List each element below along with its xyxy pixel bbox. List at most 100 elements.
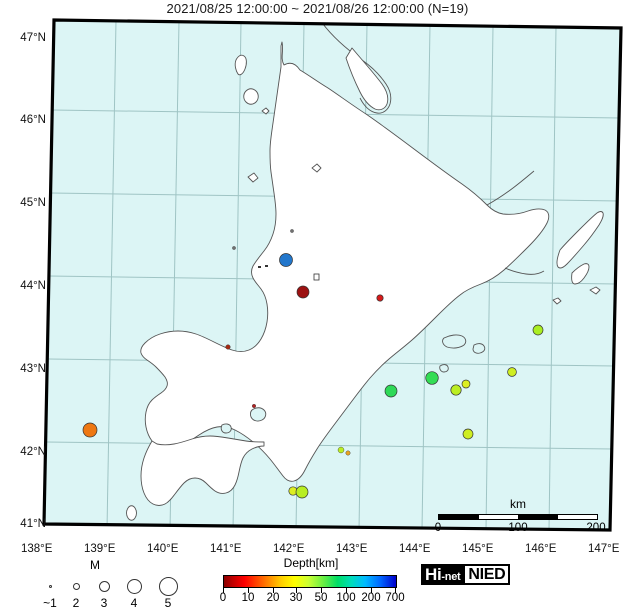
scale-label-200: 200: [586, 522, 606, 534]
depth-tick: [346, 588, 347, 593]
lake-toya: [249, 407, 267, 422]
depth-label: 30: [289, 592, 303, 604]
epicenter-marker[interactable]: [279, 253, 293, 267]
okushiri-island: [126, 505, 137, 521]
kunashiri-island: [556, 211, 604, 269]
map-symbols: [258, 265, 320, 281]
coastlines: [126, 20, 604, 521]
magnitude-label: 2: [72, 596, 80, 610]
depth-legend: Depth[km] 0 10 20 30 50 100 200 700: [216, 556, 406, 610]
lon-label-144e: 144°E: [399, 543, 431, 555]
depth-tick: [296, 588, 297, 593]
legend-row: M ~1 2 3 4 5 Depth[km] 0 10 20 30 50 100 200 700 Hi…: [0, 556, 635, 610]
okhotsk-islet-a: [311, 163, 322, 173]
logo-net-text: -net: [441, 571, 461, 583]
epicenter-marker[interactable]: [376, 294, 384, 302]
depth-tick: [321, 588, 322, 593]
lat-label-44n: 44°N: [20, 280, 46, 292]
logo-nied-text: NIED: [465, 566, 509, 583]
magnitude-symbol: [72, 582, 80, 590]
epicenter-marker[interactable]: [425, 371, 439, 385]
epicenter-markers[interactable]: [82, 229, 544, 499]
lon-label-147e: 147°E: [588, 543, 620, 555]
epicenter-marker[interactable]: [462, 428, 474, 440]
depth-tick: [395, 588, 396, 593]
kunashiri-island-south: [571, 263, 590, 285]
lon-label-143e: 143°E: [336, 543, 368, 555]
depth-tick: [248, 588, 249, 593]
magnitude-label: 4: [130, 596, 138, 610]
depth-tick-marks: [223, 588, 399, 593]
lat-label-41n: 41°N: [20, 518, 46, 530]
lon-label-145e: 145°E: [462, 543, 494, 555]
depth-label: 200: [361, 592, 381, 604]
rebun-island: [234, 54, 247, 76]
lon-label-141e: 141°E: [210, 543, 242, 555]
epicenter-marker[interactable]: [232, 246, 236, 250]
magnitude-label: 5: [164, 596, 172, 610]
epicenter-marker[interactable]: [384, 384, 398, 398]
depth-tick: [273, 588, 274, 593]
hinet-nied-logo: Hi-net NIED: [421, 564, 511, 585]
notsuke-spit: [504, 267, 545, 275]
lon-label-139e: 139°E: [84, 543, 116, 555]
epicenter-marker[interactable]: [532, 324, 544, 336]
lat-label-47n: 47°N: [20, 32, 46, 44]
epicenter-marker[interactable]: [507, 367, 517, 377]
depth-label: 700: [385, 592, 405, 604]
epicenter-marker[interactable]: [450, 384, 462, 396]
magnitude-symbol: [158, 576, 178, 596]
lat-label-43n: 43°N: [20, 363, 46, 375]
magnitude-legend-title: M: [90, 558, 100, 572]
lake-kussharo: [472, 343, 486, 354]
rishiri-island: [243, 88, 259, 105]
epicenter-marker[interactable]: [296, 285, 310, 299]
lake-shikotsu: [220, 423, 232, 434]
lake-saroma: [442, 334, 467, 349]
magnitude-label: ~1: [43, 596, 57, 610]
magnitude-symbol: [126, 578, 142, 594]
page-title: 2021/08/25 12:00:00 ~ 2021/08/26 12:00:0…: [166, 1, 469, 16]
depth-label: 20: [266, 592, 280, 604]
logo-hi-text: Hi: [425, 565, 442, 584]
depth-legend-title: Depth[km]: [283, 556, 339, 570]
depth-label: 0: [219, 592, 227, 604]
lon-label-140e: 140°E: [147, 543, 179, 555]
depth-tick: [223, 588, 224, 593]
sakhalin-lobe: [345, 47, 389, 111]
shikotan-island: [589, 286, 601, 295]
scale-bar-graphic: [438, 514, 598, 520]
depth-label: 100: [336, 592, 356, 604]
depth-tick: [371, 588, 372, 593]
magnitude-legend: M ~1 2 3 4 5: [28, 558, 198, 610]
depth-color-bar: [223, 575, 397, 588]
map-frame: [42, 18, 623, 532]
map-canvas[interactable]: 47°N 46°N 45°N 44°N 43°N 42°N 41°N km 0 …: [0, 18, 635, 538]
scale-bar: km 0 100 200: [435, 497, 606, 538]
lat-label-45n: 45°N: [20, 197, 46, 209]
magnitude-symbol: [48, 584, 52, 588]
epicenter-marker[interactable]: [345, 450, 351, 456]
lon-label-146e: 146°E: [525, 543, 557, 555]
epicenter-marker[interactable]: [461, 379, 471, 389]
epicenter-marker[interactable]: [82, 422, 98, 438]
scale-label-100: 100: [508, 522, 528, 534]
shiretoko-peninsula: [486, 170, 535, 206]
epicenter-marker[interactable]: [251, 404, 256, 409]
habomai-islets: [552, 297, 562, 305]
lon-label-142e: 142°E: [273, 543, 305, 555]
lat-label-42n: 42°N: [20, 446, 46, 458]
oshima-peninsula: [140, 435, 265, 506]
epicenter-marker[interactable]: [337, 446, 345, 454]
logo-nied-box: NIED: [463, 564, 511, 585]
epicenter-marker[interactable]: [295, 485, 309, 499]
lon-label-138e: 138°E: [21, 543, 53, 555]
okhotsk-islet-c: [247, 172, 259, 183]
epicenter-marker[interactable]: [225, 344, 231, 350]
magnitude-label: 3: [100, 596, 108, 610]
depth-label: 10: [241, 592, 255, 604]
epicenter-marker[interactable]: [290, 229, 294, 233]
magnitude-symbol: [98, 580, 110, 592]
lat-label-46n: 46°N: [20, 114, 46, 126]
